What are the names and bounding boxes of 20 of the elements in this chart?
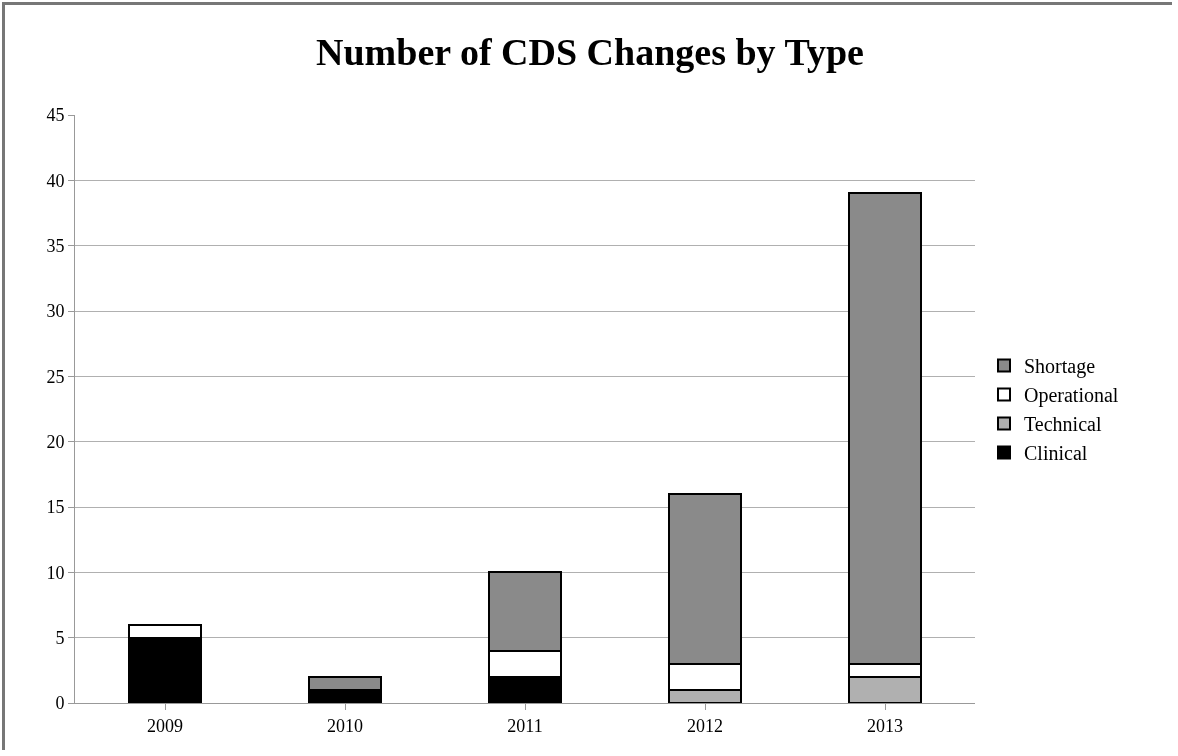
y-tick-label: 10 [46, 562, 65, 583]
x-tick-label: 2009 [147, 715, 183, 736]
x-tick-label: 2013 [867, 715, 903, 736]
y-tick-label: 20 [46, 431, 65, 452]
y-tick-label: 30 [46, 301, 65, 322]
x-tick-label: 2012 [687, 715, 723, 736]
legend-label: Shortage [1024, 355, 1096, 379]
legend-label: Clinical [1024, 442, 1088, 465]
legend-label: Technical [1024, 413, 1102, 436]
x-tick-label: 2011 [507, 715, 543, 736]
x-tick-label: 2010 [327, 715, 363, 736]
y-tick-label: 5 [55, 627, 65, 648]
chart-title: Number of CDS Changes by Type [316, 31, 864, 74]
y-tick-label: 40 [46, 170, 65, 191]
y-tick-label: 15 [46, 497, 65, 518]
y-tick-label: 35 [46, 235, 65, 256]
y-tick-label: 0 [55, 693, 65, 714]
y-tick-label: 45 [46, 105, 65, 126]
legend-label: Operational [1024, 384, 1119, 408]
y-tick-label: 25 [46, 366, 65, 387]
